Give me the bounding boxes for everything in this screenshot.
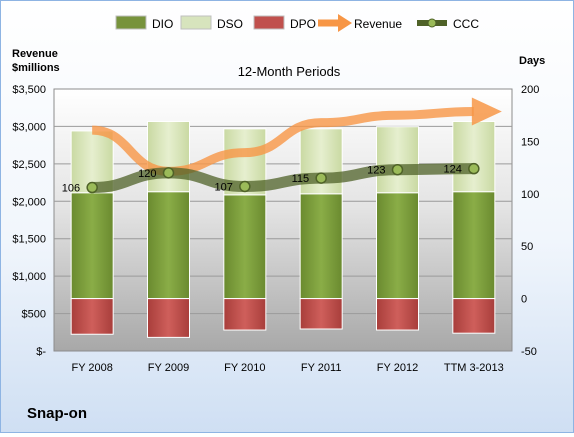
right-tick-label: -50 — [521, 346, 537, 358]
legend: DIO DSO DPO Revenue CCC — [115, 14, 479, 32]
category-label: FY 2009 — [148, 362, 189, 374]
bar-dio — [299, 193, 343, 300]
right-tick-label: 150 — [521, 136, 539, 148]
category-label: TTM 3-2013 — [444, 362, 504, 374]
lines: 106 120 107 115 123 124 — [62, 97, 502, 195]
left-tick-label: $2,000 — [12, 196, 46, 208]
category-label: FY 2012 — [377, 362, 418, 374]
ccc-point — [468, 162, 480, 175]
left-tick-label: $1,000 — [12, 271, 46, 283]
bar-dpo — [376, 298, 419, 331]
ccc-data-label: 120 — [138, 168, 156, 180]
revenue-line — [91, 106, 474, 176]
bar-dso — [452, 120, 496, 193]
bar-dpo — [223, 298, 267, 331]
bar-dpo — [147, 298, 190, 338]
legend-label: DSO — [217, 17, 243, 31]
legend-label: DIO — [152, 17, 173, 31]
ccc-point — [315, 172, 327, 184]
category-label: FY 2011 — [301, 362, 342, 374]
ccc-point — [391, 163, 404, 176]
revenue-arrowhead — [471, 97, 502, 126]
legend-swatch — [338, 14, 352, 32]
left-tick-label: $2,500 — [12, 159, 46, 171]
bar-dio — [147, 191, 190, 300]
bar-dso — [147, 120, 190, 193]
chart-title: 12-Month Periods — [238, 64, 341, 79]
left-tick-label: $3,500 — [12, 84, 46, 96]
axes: $- $500 $1,000 $1,500 $2,000 $2,500 $3,000 $3,5… — [12, 84, 539, 374]
left-axis-title-line2: $millions — [12, 62, 60, 74]
legend-label: CCC — [453, 17, 479, 31]
right-tick-label: 100 — [521, 189, 539, 201]
legend-swatch — [180, 15, 212, 30]
legend-label: DPO — [290, 17, 316, 31]
ccc-point — [86, 181, 98, 194]
company-name: Snap-on — [27, 405, 87, 422]
bar-dpo — [452, 298, 496, 334]
legend-swatch — [115, 15, 147, 30]
bar-dpo — [299, 298, 343, 330]
ccc-point — [162, 167, 175, 179]
bar-dio — [376, 192, 419, 300]
ccc-data-label: 124 — [443, 164, 461, 176]
right-tick-label: 200 — [521, 84, 539, 96]
legend-swatch — [253, 15, 285, 30]
left-tick-label: $500 — [22, 309, 46, 321]
legend-swatch — [427, 18, 437, 28]
right-axis-title: Days — [519, 55, 545, 67]
right-tick-label: 50 — [521, 241, 533, 253]
bar-dio — [223, 194, 267, 300]
left-tick-label: $3,000 — [12, 121, 46, 133]
right-tick-label: 0 — [521, 294, 527, 306]
bar-dso — [376, 126, 419, 194]
ccc-data-label: 106 — [62, 183, 80, 195]
bar-dio — [452, 191, 496, 300]
bars — [70, 120, 496, 338]
category-label: FY 2010 — [224, 362, 265, 374]
ccc-data-label: 107 — [214, 181, 232, 193]
plot-area — [53, 88, 513, 352]
bar-dpo — [70, 298, 114, 335]
bar-dio — [70, 192, 114, 300]
left-tick-label: $1,500 — [12, 234, 46, 246]
category-label: FY 2008 — [71, 362, 112, 374]
left-tick-label: $- — [36, 346, 46, 358]
left-axis-title-line1: Revenue — [12, 48, 58, 60]
ccc-point — [239, 180, 251, 193]
ccc-data-label: 123 — [367, 165, 385, 177]
gridlines — [54, 125, 512, 315]
legend-label: Revenue — [354, 17, 402, 31]
ccc-data-label: 115 — [292, 173, 310, 185]
